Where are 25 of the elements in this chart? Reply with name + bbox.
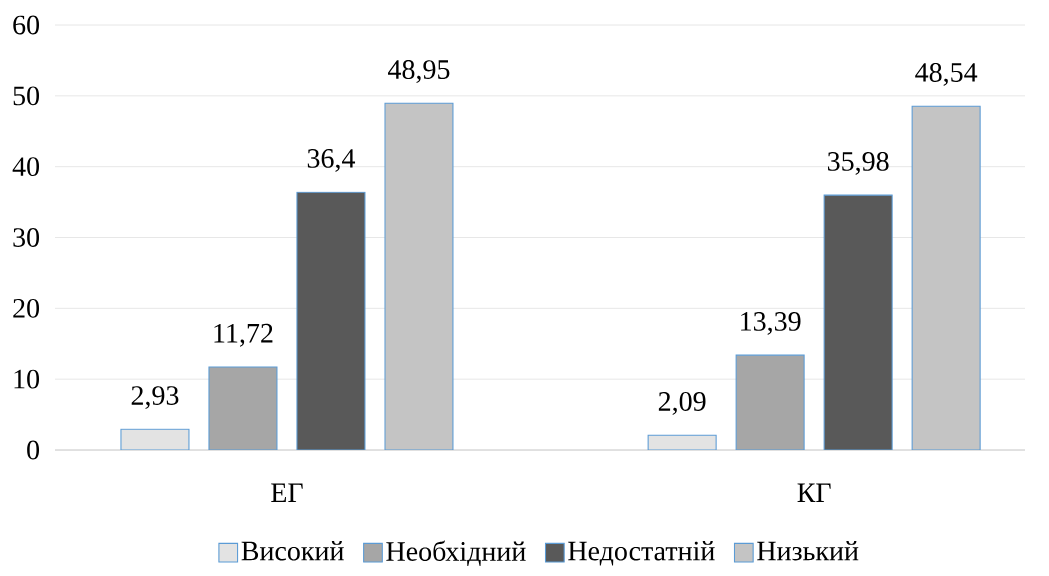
bar [384,102,454,451]
data-label: 48,95 [388,60,450,84]
data-label: 36,4 [307,149,356,172]
bar [823,194,893,451]
y-tick-label: 60 [13,15,40,35]
bar [296,191,366,451]
y-tick-label: 20 [13,298,40,318]
y-tick-label: 40 [12,157,40,177]
y-tick-label: 10 [14,369,40,389]
data-label: 2,93 [131,386,179,409]
legend-label: Необхідний [386,540,526,567]
y-tick-label: 0 [27,440,40,460]
x-tick-label: ЕГ [271,483,303,502]
data-label: 35,98 [827,151,889,175]
bar [911,105,981,451]
legend-label: Низький [757,541,859,561]
y-tick-label: 30 [13,228,40,247]
data-label: 13,39 [741,312,801,335]
data-label: 2,09 [658,392,706,415]
legend-label: Високий [241,541,344,561]
data-label: 48,54 [915,62,978,86]
legend-label: Недостатній [568,541,715,566]
x-tick-label: КГ [797,483,831,502]
data-label: 11,72 [214,323,273,347]
y-tick-label: 50 [13,86,40,106]
